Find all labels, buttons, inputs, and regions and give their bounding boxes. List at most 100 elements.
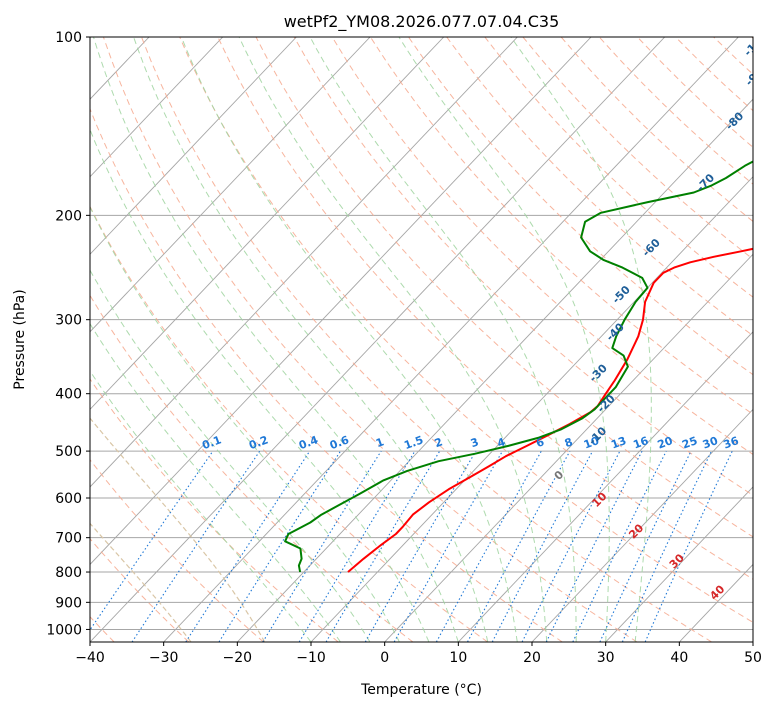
y-tick-label: 600 [55, 491, 82, 507]
isotherm-line [90, 37, 518, 488]
dry-adiabat-line [331, 37, 753, 455]
mixing-ratio-line [599, 450, 692, 642]
moist-adiabat-line [90, 128, 430, 642]
mixing-ratio-label: 3 [469, 435, 481, 450]
dry-adiabat-label: 40 [707, 582, 727, 602]
mixing-ratio-line [364, 450, 477, 642]
dry-adiabat-line [90, 458, 264, 642]
isotherm-line [458, 331, 753, 642]
isotherm-line [90, 37, 666, 642]
isotherm-line [384, 253, 753, 642]
mixing-ratio-label: 4 [495, 435, 507, 450]
x-axis-ticks: −40 −30 −20 −10 0 10 20 30 40 50 [75, 642, 762, 666]
y-tick-label: 900 [55, 595, 82, 611]
dry-adiabat-line [102, 37, 638, 642]
isotherm-line [90, 37, 445, 411]
isotherm-line [90, 37, 371, 333]
mixing-ratio-label: 25 [680, 434, 699, 451]
isotherm-line [90, 37, 592, 566]
x-tick-label: 30 [597, 650, 615, 666]
dry-adiabat-line [369, 37, 753, 415]
dry-adiabat-line [90, 205, 488, 642]
isotherm-line [90, 37, 297, 255]
mixing-ratio-label: 0.2 [247, 433, 270, 452]
dry-adiabat-line [90, 294, 414, 642]
dewpoint-line [284, 160, 753, 573]
moist-adiabat-line [309, 37, 577, 642]
mixing-ratio-line [131, 450, 261, 642]
moist-adiabat-line [90, 370, 312, 642]
moist-adiabat-line [180, 37, 518, 642]
moist-adiabat-label: -50 [610, 283, 633, 306]
moist-adiabat-line [90, 269, 371, 642]
y-tick-label: 500 [55, 444, 82, 460]
dry-adiabat-line [90, 537, 190, 642]
mixing-ratio-line [545, 450, 643, 642]
mixing-ratio-label: 13 [609, 434, 628, 451]
dry-adiabat-line [217, 37, 753, 580]
dry-adiabat-line [90, 107, 563, 642]
moist-adiabat-label: -60 [640, 236, 663, 259]
x-tick-label: 20 [523, 650, 541, 666]
mixing-ratio-label: 1.5 [402, 433, 425, 452]
mixing-ratio-label: 0.6 [328, 433, 351, 452]
mixing-ratio-label: 1 [374, 435, 386, 450]
moist-adiabat-line [510, 37, 652, 642]
x-tick-label: 0 [380, 650, 389, 666]
dry-adiabat-label: 0 [552, 468, 567, 483]
x-tick-label: 10 [449, 650, 467, 666]
y-tick-label: 700 [55, 531, 82, 547]
y-axis-ticks: 100 200 300 400 500 600 700 800 900 1000 [46, 30, 90, 638]
dry-adiabat-line [560, 37, 753, 223]
y-tick-label: 400 [55, 387, 82, 403]
mixing-ratio-label: 6 [534, 435, 546, 450]
dry-adiabat-line [598, 37, 753, 185]
y-tick-label: 1000 [46, 622, 82, 638]
mixing-ratio-label: 0.1 [200, 433, 223, 452]
mixing-ratio-label: 20 [656, 434, 675, 452]
mixing-ratio-label: 8 [563, 435, 575, 450]
wet-bulb-line [90, 417, 266, 642]
y-axis-label: Pressure (hPa) [12, 289, 28, 389]
wet-bulb-line [90, 522, 192, 642]
plot-frame [89, 36, 754, 643]
x-tick-label: 50 [744, 650, 762, 666]
dry-adiabat-line [675, 37, 753, 112]
x-axis-label: Temperature (°C) [360, 682, 482, 698]
x-tick-label: −30 [149, 650, 179, 666]
mixing-ratio-line [298, 450, 416, 642]
dry-adiabat-label: 10 [589, 490, 609, 510]
dry-adiabat-line [179, 37, 753, 623]
mixing-ratio-label: 36 [722, 434, 741, 452]
dry-adiabat-line [408, 37, 753, 376]
profile-series [284, 160, 753, 573]
dry-adiabat-line [293, 37, 753, 496]
isotherm-line [752, 641, 753, 642]
mixing-ratio-line [393, 450, 503, 642]
background-lines [0, 37, 753, 642]
y-tick-label: 300 [55, 313, 82, 329]
moist-adiabat-line [133, 37, 489, 642]
y-tick-label: 200 [55, 208, 82, 224]
x-tick-label: −20 [223, 650, 253, 666]
dry-adiabat-line [446, 37, 753, 337]
moist-adiabat-line [90, 322, 341, 642]
mixing-ratio-label: 2 [433, 435, 445, 450]
moist-adiabat-line [93, 37, 459, 642]
mixing-ratio-line [185, 450, 311, 642]
dry-adiabat-line [255, 37, 753, 538]
mixing-ratio-label: 10 [582, 434, 601, 452]
mixing-ratio-line [572, 450, 667, 642]
mixing-ratio-label: 30 [701, 434, 720, 452]
x-tick-label: −40 [75, 650, 105, 666]
temperature-line [347, 247, 753, 573]
chart-title: wetPf2_YM08.2026.077.07.04.C35 [284, 12, 560, 32]
moist-adiabat-line [90, 206, 400, 642]
moist-adiabat-line [398, 37, 610, 642]
line-labels: 0.1 0.2 0.4 0.6 1 1.5 2 3 4 6 8 10 13 16 20 25 30 36 -100 -… [200, 37, 753, 603]
isotherm-line [163, 37, 739, 642]
y-tick-label: 800 [55, 565, 82, 581]
isotherm-line [237, 98, 753, 642]
isotherm-line [0, 37, 2, 642]
